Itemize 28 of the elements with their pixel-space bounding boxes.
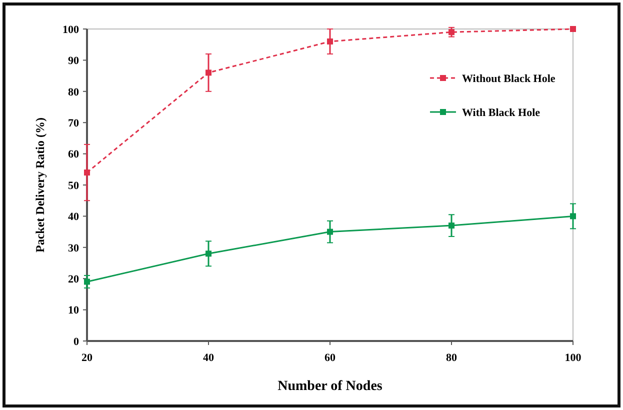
y-tick-label: 90: [68, 55, 80, 68]
x-tick-label: 60: [324, 352, 336, 364]
y-tick-label: 20: [68, 273, 80, 286]
point: [448, 222, 454, 229]
x-axis-title: Number of Nodes: [278, 379, 383, 394]
y-tick-label: 80: [68, 86, 80, 98]
y-axis-title: Packet Delivery Ratio (%): [33, 118, 47, 252]
point: [206, 250, 212, 257]
x-tick-label: 80: [446, 352, 458, 364]
legend-label: With Black Hole: [462, 106, 540, 119]
point: [327, 228, 333, 235]
y-tick-label: 10: [68, 304, 80, 317]
point: [84, 278, 90, 285]
point: [327, 38, 333, 44]
y-tick-label: 0: [74, 336, 80, 348]
x-tick-label: 40: [203, 352, 214, 364]
point: [206, 70, 212, 76]
point: [570, 213, 576, 220]
point: [84, 170, 90, 176]
legend-label: Without Black Hole: [462, 72, 556, 85]
x-tick-label: 100: [564, 352, 582, 364]
y-tick-label: 100: [62, 24, 80, 36]
y-tick-label: 30: [68, 242, 80, 254]
y-tick-label: 60: [68, 148, 80, 161]
y-tick-label: 70: [68, 117, 80, 130]
y-tick-label: 50: [68, 180, 80, 192]
x-tick-label: 20: [82, 352, 93, 364]
y-tick-label: 40: [68, 211, 80, 224]
